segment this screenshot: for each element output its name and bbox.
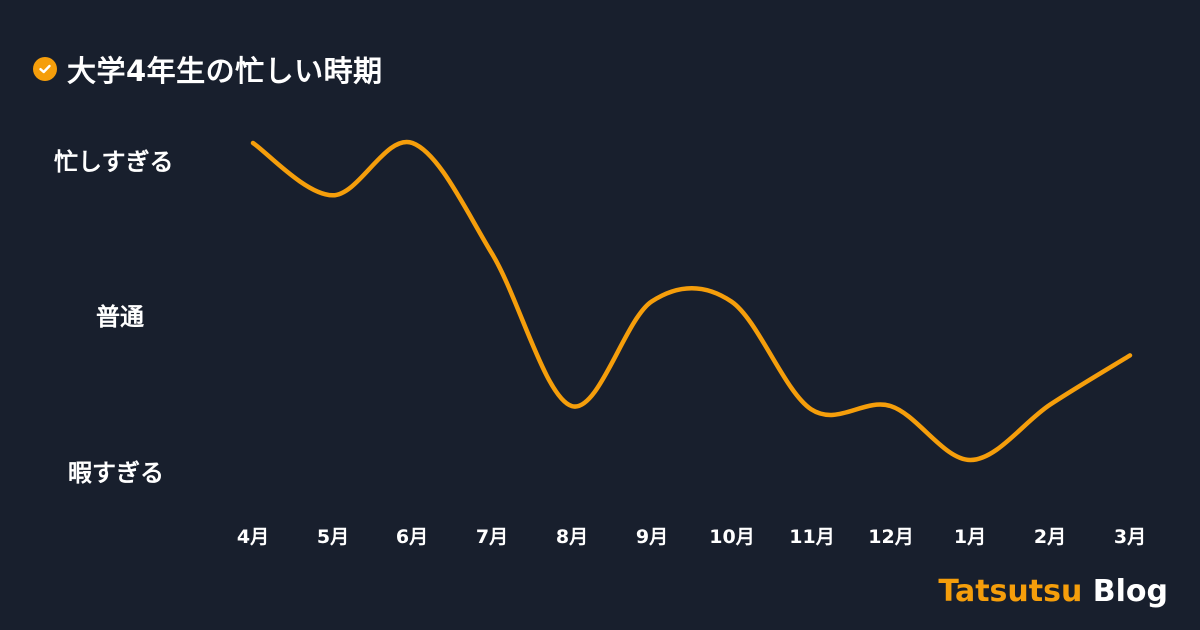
y-label-free: 暇すぎる xyxy=(68,459,164,487)
chart-title: 大学4年生の忙しい時期 xyxy=(33,48,383,90)
brand-suffix: Blog xyxy=(1092,574,1168,609)
brand-logo: Tatsutsu Blog xyxy=(938,574,1168,609)
x-label: 7月 xyxy=(475,526,509,548)
x-label: 11月 xyxy=(789,526,835,548)
x-label: 4月 xyxy=(236,526,270,548)
chart-title-text: 大学4年生の忙しい時期 xyxy=(67,54,383,88)
check-circle-icon xyxy=(33,57,57,81)
busyness-line xyxy=(250,139,1133,463)
x-label: 3月 xyxy=(1113,526,1147,548)
x-label: 9月 xyxy=(635,526,669,548)
x-label: 10月 xyxy=(709,526,755,548)
brand-name: Tatsutsu xyxy=(938,574,1083,609)
y-label-normal: 普通 xyxy=(96,303,144,331)
x-label: 1月 xyxy=(953,526,987,548)
x-label: 8月 xyxy=(555,526,589,548)
x-label: 2月 xyxy=(1033,526,1067,548)
x-label: 5月 xyxy=(316,526,350,548)
y-label-busy: 忙しすぎる xyxy=(54,148,174,176)
x-label: 12月 xyxy=(868,526,914,548)
x-label: 6月 xyxy=(395,526,429,548)
